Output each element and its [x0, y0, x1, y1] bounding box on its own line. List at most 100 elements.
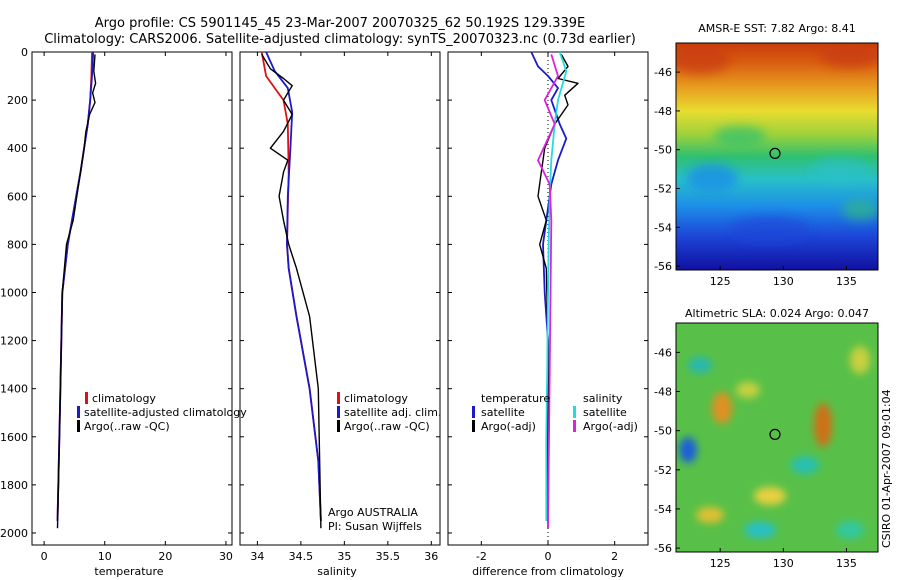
sst-cool-blob [730, 216, 810, 244]
depth-ytick-label: 0 [21, 46, 28, 59]
sla-high-blob [712, 392, 732, 424]
salinity-series-layer [260, 51, 322, 529]
salinity-xtick-label: 35 [337, 550, 351, 563]
salinity-annotation-operator: Argo AUSTRALIA [328, 506, 418, 519]
sla-ytick-label: -48 [654, 386, 672, 399]
temperature-xtick-label: 0 [41, 550, 48, 563]
legend-swatch-sal-satellite [337, 406, 340, 418]
difference-panel: -2 0 2 difference from climatology tempera… [447, 51, 649, 578]
sst-yticks: -46 -48 -50 -52 -54 -56 [654, 66, 680, 273]
sst-ytick-label: -50 [654, 144, 672, 157]
salinity-xtick-label: 36 [424, 550, 438, 563]
legend-entry-sal-argo: Argo(..raw -QC) [344, 420, 430, 433]
sst-ytick-label: -56 [654, 260, 672, 273]
difference-xlabel: difference from climatology [472, 565, 624, 578]
salinity-xtick-label: 35.5 [376, 550, 401, 563]
sst-ytick-label: -52 [654, 183, 672, 196]
sla-anomaly-blobs [679, 346, 870, 539]
sla-map-panel: Altimetric SLA: 0.024 Argo: 0.047 125 130… [654, 307, 893, 570]
legend-swatch-argo [77, 420, 80, 432]
depth-ytick-label: 1800 [0, 479, 28, 492]
legend-swatch-diff-t-argo [472, 420, 475, 432]
sla-low-blob [836, 521, 864, 539]
sla-ytick-label: -56 [654, 542, 672, 555]
sst-argo-location-marker [769, 147, 781, 159]
difference-xticks: -2 0 2 [476, 52, 618, 563]
sst-ytick-label: -46 [654, 66, 672, 79]
sst-ytick-label: -48 [654, 105, 672, 118]
difference-series-layer [530, 51, 579, 529]
legend-swatch-sal-climatology [337, 392, 340, 404]
sst-warm-blob [820, 44, 878, 68]
sla-ytick-label: -46 [654, 346, 672, 359]
salinity-xlabel: salinity [317, 565, 357, 578]
difference-xtick-label: 2 [611, 550, 618, 563]
temperature-legend: climatology satellite-adjusted climatolo… [77, 392, 247, 433]
sla-high-blob [754, 487, 786, 505]
sst-xticks: 125 130 135 [710, 266, 857, 288]
depth-ytick-label: 800 [7, 238, 28, 251]
temperature-xtick-label: 30 [219, 550, 233, 563]
legend-swatch-diff-s-sat [573, 406, 576, 418]
temperature-series-line-2 [56, 54, 97, 529]
depth-ytick-label: 1400 [0, 383, 28, 396]
legend-heading-salinity: salinity [583, 392, 623, 405]
sla-yticks: -46 -48 -50 -52 -54 -56 [654, 346, 680, 555]
legend-entry-diff-t-sat: satellite [481, 406, 525, 419]
temperature-xtick-label: 10 [98, 550, 112, 563]
legend-swatch-satellite-adjusted [77, 406, 80, 418]
sst-warm-blob [676, 46, 730, 74]
salinity-legend: climatology satellite adj. clim. Argo(..… [337, 392, 441, 433]
sst-warm-blob [714, 126, 766, 146]
sst-map-panel: AMSR-E SST: 7.82 Argo: 8.41 125 130 135 -4… [654, 22, 879, 288]
sla-xtick-label: 130 [773, 557, 794, 570]
sla-ytick-label: -54 [654, 503, 672, 516]
depth-ytick-label: 400 [7, 142, 28, 155]
depth-ytick-label: 200 [7, 94, 28, 107]
sla-xtick-label: 125 [710, 557, 731, 570]
salinity-series-line-1 [265, 51, 322, 522]
legend-entry-satellite-adjusted: satellite-adjusted climatology [84, 406, 247, 419]
sst-map-title: AMSR-E SST: 7.82 Argo: 8.41 [698, 22, 856, 35]
sla-map-frame [675, 322, 879, 553]
depth-yticks: 0 200 400 600 800 1000 1200 1400 1600 1800 2000 [0, 46, 648, 540]
legend-swatch-diff-s-argo [573, 420, 576, 432]
legend-entry-diff-t-argo: Argo(-adj) [481, 420, 536, 433]
salinity-annotation-pi: PI: Susan Wijffels [328, 520, 422, 533]
salinity-xticks: 34 34.5 35 35.5 36 [250, 52, 438, 563]
sla-side-timestamp: CSIRO 01-Apr-2007 09:01:04 [880, 389, 893, 548]
temperature-series-layer [56, 51, 97, 529]
depth-ytick-label: 1200 [0, 335, 28, 348]
legend-entry-sal-satellite: satellite adj. clim. [344, 406, 441, 419]
salinity-xtick-label: 34.5 [289, 550, 314, 563]
sla-heatmap-field [676, 323, 878, 552]
temperature-xlabel: temperature [94, 565, 163, 578]
depth-ytick-label: 2000 [0, 527, 28, 540]
sla-ytick-label: -50 [654, 425, 672, 438]
sla-low-blob [744, 522, 776, 538]
sla-low-blob [679, 437, 697, 463]
legend-entry-sal-climatology: climatology [344, 392, 408, 405]
sla-high-blob [736, 382, 760, 398]
sla-argo-location-marker [769, 428, 781, 440]
difference-series-line-0 [530, 51, 568, 521]
salinity-plot-frame [239, 51, 441, 546]
sla-low-blob [791, 456, 819, 474]
sst-heatmap-field [676, 43, 878, 270]
sla-high-blob [696, 507, 724, 523]
figure-title-line2: Climatology: CARS2006. Satellite-adjuste… [44, 32, 636, 47]
sst-eddy-blobs [676, 44, 878, 244]
sst-xtick-label: 135 [836, 275, 857, 288]
sla-map-title: Altimetric SLA: 0.024 Argo: 0.047 [685, 307, 869, 320]
legend-entry-argo: Argo(..raw -QC) [84, 420, 170, 433]
sla-high-blob [814, 403, 832, 447]
legend-heading-temperature: temperature [481, 392, 550, 405]
temperature-xticks: 0 10 20 30 [41, 52, 233, 563]
sla-low-blob [688, 357, 712, 373]
legend-swatch-climatology [85, 392, 88, 404]
sla-high-blob [850, 346, 870, 374]
sst-cool-blob [810, 158, 870, 182]
legend-entry-climatology: climatology [92, 392, 156, 405]
salinity-panel: 34 34.5 35 35.5 36 salinity climatology sate… [239, 51, 441, 578]
